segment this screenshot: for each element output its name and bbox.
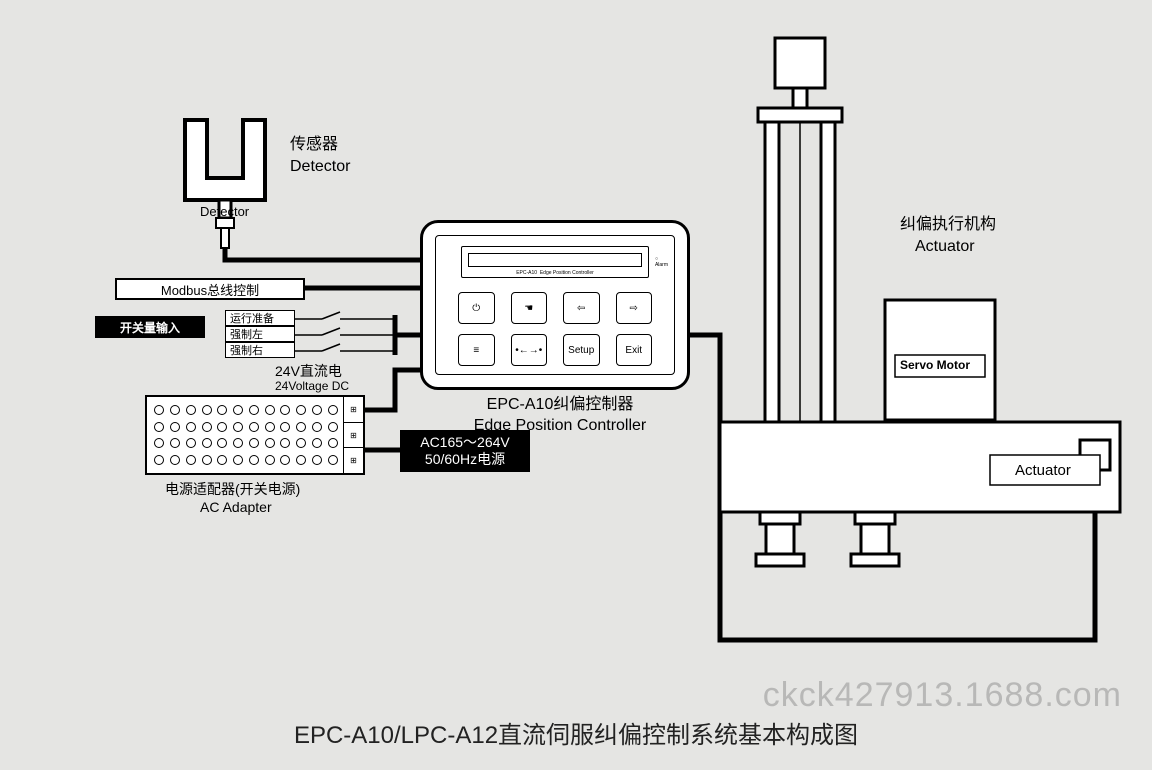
hand-button[interactable]: ☚ bbox=[511, 292, 548, 324]
switch-3: 强制右 bbox=[225, 342, 295, 358]
switch-input-box: 开关量输入 bbox=[95, 316, 205, 338]
switch-1: 运行准备 bbox=[225, 310, 295, 326]
dc24-cn: 24V直流电 bbox=[275, 362, 342, 380]
controller-display: EPC-A10 Edge Position Controller bbox=[461, 246, 649, 278]
adapter-label-cn: 电源适配器(开关电源) bbox=[165, 480, 300, 498]
menu-button[interactable]: ≡ bbox=[458, 334, 495, 366]
actuator-top-cn: 纠偏执行机构 bbox=[900, 215, 996, 236]
setup-button[interactable]: Setup bbox=[563, 334, 600, 366]
center-button[interactable]: •←→• bbox=[511, 334, 548, 366]
adapter-vents bbox=[153, 403, 339, 467]
controller-label-cn: EPC-A10纠偏控制器 bbox=[460, 395, 660, 416]
servo-motor-label: Servo Motor bbox=[900, 358, 970, 374]
switch-2: 强制左 bbox=[225, 326, 295, 342]
watermark: ckck427913.1688.com bbox=[763, 676, 1122, 715]
right-button[interactable]: ⇨ bbox=[616, 292, 653, 324]
detector-side-cn: 传感器 bbox=[290, 135, 338, 156]
diagram-title: EPC-A10/LPC-A12直流伺服纠偏控制系统基本构成图 bbox=[0, 715, 1152, 750]
modbus-box: Modbus总线控制 bbox=[115, 278, 305, 300]
detector-side-en: Detector bbox=[290, 157, 350, 178]
ac-adapter: ⊞⊞⊞ bbox=[145, 395, 365, 475]
dc24-en: 24Voltage DC bbox=[275, 379, 349, 395]
alarm-label: ○Alarm bbox=[655, 256, 668, 268]
left-button[interactable]: ⇦ bbox=[563, 292, 600, 324]
controller-panel: EPC-A10 Edge Position Controller ○Alarm … bbox=[420, 220, 690, 390]
detector-label: Detector bbox=[200, 204, 249, 221]
exit-button[interactable]: Exit bbox=[616, 334, 653, 366]
ac-power-box: AC165～264V 50/60Hz电源 bbox=[400, 430, 530, 472]
power-button[interactable]: ⏻ bbox=[458, 292, 495, 324]
actuator-top-en: Actuator bbox=[915, 237, 975, 258]
actuator-body-label: Actuator bbox=[1015, 461, 1071, 481]
adapter-label-en: AC Adapter bbox=[200, 498, 272, 516]
